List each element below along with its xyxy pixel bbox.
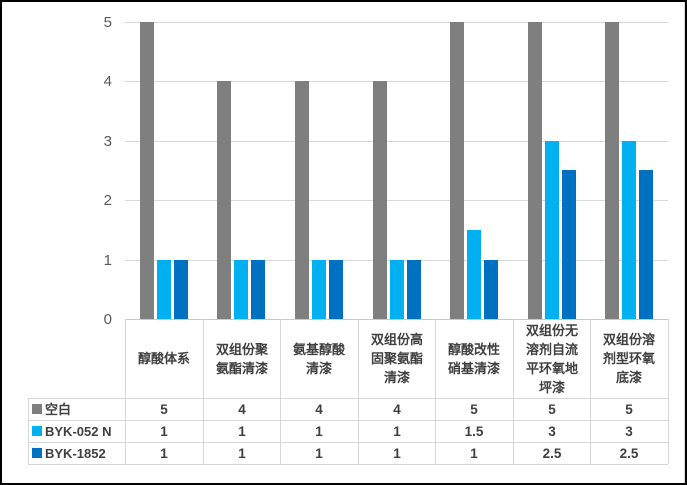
gridline-5 (125, 22, 668, 23)
table-border-legend-left (28, 398, 29, 464)
value-cell: 1 (393, 423, 401, 439)
value-cell: 3 (548, 423, 556, 439)
table-column-divider-3 (358, 319, 359, 464)
bar-BYK-1852-cat6 (562, 170, 576, 319)
y-axis-tick-label: 1 (103, 252, 112, 269)
category-label: 双组份高固聚氨酯清漆 (370, 332, 423, 385)
bar-BYK-1852-cat7 (639, 170, 653, 319)
value-cell: 4 (315, 401, 323, 417)
table-column-divider-5 (513, 319, 514, 464)
x-axis-line (125, 319, 668, 320)
value-cell: 4 (238, 401, 246, 417)
value-cell: 1 (160, 445, 168, 461)
value-cell: 1 (238, 445, 246, 461)
bar-BYK-052 N-cat5 (467, 230, 481, 319)
bar-BYK-1852-cat4 (407, 260, 421, 319)
value-cell: 5 (470, 401, 478, 417)
bar-BYK-1852-cat1 (174, 260, 188, 319)
chart-area-right-border (684, 2, 685, 483)
table-column-divider-4 (435, 319, 436, 464)
legend-key-icon (32, 426, 42, 436)
legend-item-BYK-1852: BYK-1852 (28, 442, 125, 464)
category-label: 氨基醇酸清漆 (292, 341, 345, 376)
table-column-divider-7 (668, 319, 669, 464)
category-label: 双组份聚氨酯清漆 (215, 341, 268, 376)
category-label: 醇酸体系 (137, 351, 190, 366)
bar-BYK-1852-cat3 (329, 260, 343, 319)
y-axis-tick-label: 2 (103, 192, 112, 209)
bar-空白-cat2 (217, 81, 231, 319)
series-name: BYK-052 N (45, 423, 112, 439)
value-cell: 2.5 (542, 445, 562, 461)
value-cell: 1.5 (464, 423, 484, 439)
bar-空白-cat5 (450, 22, 464, 319)
value-cell: 4 (393, 401, 401, 417)
value-cell: 5 (548, 401, 556, 417)
legend-key-icon (32, 404, 42, 414)
bar-BYK-052 N-cat6 (545, 141, 559, 319)
value-cell: 2.5 (619, 445, 639, 461)
table-row-border-1 (28, 420, 668, 421)
category-label: 双组份溶剂型环氧底漆 (602, 332, 655, 385)
category-label: 双组份无溶剂自流平环氧地坪漆 (525, 322, 578, 395)
value-cell: 1 (238, 423, 246, 439)
bar-BYK-052 N-cat4 (390, 260, 404, 319)
bar-BYK-1852-cat5 (484, 260, 498, 319)
bar-空白-cat3 (295, 81, 309, 319)
gridline-4 (125, 81, 668, 82)
value-cell: 3 (625, 423, 633, 439)
table-row-border-2 (28, 442, 668, 443)
y-axis-tick-label: 5 (103, 14, 112, 31)
category-label: 醇酸改性硝基清漆 (447, 341, 500, 376)
value-cell: 1 (160, 423, 168, 439)
gridline-3 (125, 141, 668, 142)
table-column-divider-6 (590, 319, 591, 464)
bar-空白-cat7 (605, 22, 619, 319)
bar-BYK-052 N-cat7 (622, 141, 636, 319)
value-cell: 1 (470, 445, 478, 461)
gridline-2 (125, 200, 668, 201)
table-column-divider-1 (203, 319, 204, 464)
value-cell: 5 (160, 401, 168, 417)
y-axis-tick-label: 4 (103, 73, 112, 90)
bar-BYK-1852-cat2 (251, 260, 265, 319)
y-axis-tick-label: 0 (103, 311, 112, 328)
table-column-divider-0 (125, 319, 126, 464)
legend-item-空白: 空白 (28, 398, 125, 420)
bar-空白-cat4 (373, 81, 387, 319)
series-name: BYK-1852 (45, 445, 106, 461)
bar-空白-cat1 (140, 22, 154, 319)
bar-BYK-052 N-cat1 (157, 260, 171, 319)
table-column-divider-2 (280, 319, 281, 464)
table-header-bottom-border (28, 398, 668, 399)
value-cell: 1 (393, 445, 401, 461)
y-axis-tick-label: 3 (103, 133, 112, 150)
legend-item-BYK-052 N: BYK-052 N (28, 420, 125, 442)
series-name: 空白 (45, 401, 72, 417)
legend-key-icon (32, 448, 42, 458)
value-cell: 1 (315, 423, 323, 439)
bar-空白-cat6 (528, 22, 542, 319)
value-cell: 1 (315, 445, 323, 461)
value-cell: 5 (625, 401, 633, 417)
bar-BYK-052 N-cat2 (234, 260, 248, 319)
table-row-border-3 (28, 464, 668, 465)
bar-BYK-052 N-cat3 (312, 260, 326, 319)
